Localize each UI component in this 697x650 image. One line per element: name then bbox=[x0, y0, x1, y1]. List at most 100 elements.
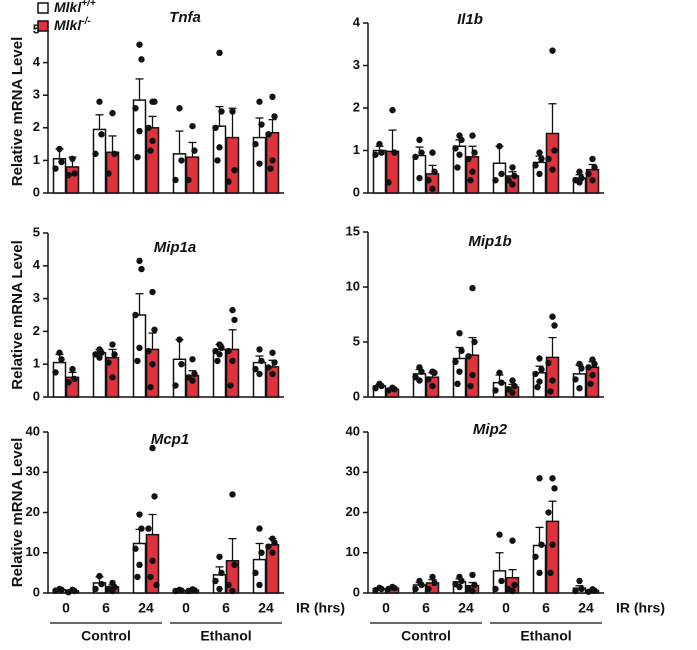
y-tick-label: 5 bbox=[353, 333, 360, 348]
data-point bbox=[469, 132, 476, 139]
data-point bbox=[176, 336, 183, 343]
data-point bbox=[492, 387, 499, 394]
error-bar bbox=[508, 569, 517, 578]
data-point bbox=[231, 316, 238, 324]
data-point bbox=[576, 179, 583, 186]
data-point bbox=[385, 585, 392, 593]
data-point bbox=[269, 370, 276, 378]
error-bar bbox=[548, 336, 557, 358]
legend-swatch bbox=[37, 20, 49, 32]
x-tick-label: 0 bbox=[182, 600, 190, 616]
data-point bbox=[492, 585, 499, 593]
y-tick-label: 0 bbox=[33, 584, 40, 599]
data-point bbox=[147, 147, 154, 154]
data-point bbox=[109, 109, 116, 117]
y-tick-label: 4 bbox=[33, 54, 41, 69]
legend-label: Mlkl+/+ bbox=[54, 0, 96, 15]
data-point bbox=[549, 166, 556, 173]
data-point bbox=[589, 155, 596, 163]
data-point bbox=[98, 349, 105, 356]
data-point bbox=[416, 377, 423, 384]
chart-title: Mip1b bbox=[468, 233, 511, 250]
data-point bbox=[229, 306, 236, 314]
data-point bbox=[265, 131, 272, 138]
data-point bbox=[225, 347, 232, 355]
data-point bbox=[536, 355, 543, 362]
data-point bbox=[551, 322, 558, 329]
bar bbox=[185, 156, 200, 194]
data-point bbox=[471, 149, 478, 156]
data-point bbox=[429, 573, 436, 581]
data-point bbox=[65, 588, 72, 596]
data-point bbox=[467, 177, 474, 184]
data-point bbox=[96, 98, 103, 105]
data-point bbox=[138, 525, 145, 532]
data-point bbox=[149, 361, 156, 368]
data-point bbox=[176, 105, 183, 112]
data-point bbox=[391, 149, 398, 156]
data-point bbox=[109, 341, 116, 348]
data-point bbox=[572, 587, 579, 595]
data-point bbox=[216, 585, 223, 593]
y-tick-label: 30 bbox=[26, 464, 40, 479]
data-point bbox=[585, 364, 592, 371]
chart-title: Mcp1 bbox=[151, 431, 189, 448]
data-point bbox=[96, 572, 103, 580]
data-point bbox=[271, 539, 278, 546]
data-point bbox=[52, 165, 59, 172]
data-point bbox=[229, 587, 236, 595]
data-point bbox=[576, 385, 583, 392]
data-point bbox=[391, 386, 398, 393]
data-point bbox=[178, 361, 185, 368]
data-point bbox=[52, 369, 59, 376]
data-point bbox=[536, 378, 543, 385]
data-point bbox=[136, 257, 143, 265]
data-point bbox=[549, 541, 556, 548]
data-point bbox=[136, 41, 143, 48]
y-tick-label: 1 bbox=[33, 356, 40, 371]
x-tick-label: 6 bbox=[102, 600, 110, 616]
data-point bbox=[589, 371, 596, 379]
data-point bbox=[378, 585, 385, 593]
x-tick-label: 6 bbox=[542, 600, 550, 616]
bar bbox=[412, 154, 427, 194]
data-point bbox=[71, 587, 78, 595]
data-point bbox=[134, 573, 141, 581]
data-point bbox=[505, 177, 512, 184]
y-tick-label: 2 bbox=[33, 119, 40, 134]
data-point bbox=[576, 577, 583, 585]
x-tick-label: 6 bbox=[222, 600, 230, 616]
data-point bbox=[587, 380, 594, 387]
y-axis-label: Relative mRNA Level bbox=[9, 438, 26, 588]
data-point bbox=[509, 389, 516, 396]
data-point bbox=[227, 382, 234, 389]
data-point bbox=[492, 177, 499, 184]
data-point bbox=[509, 537, 516, 544]
data-point bbox=[431, 579, 438, 587]
data-point bbox=[185, 176, 192, 184]
data-point bbox=[111, 351, 118, 358]
y-tick-label: 0 bbox=[353, 584, 360, 599]
y-tick-label: 3 bbox=[33, 290, 40, 305]
data-point bbox=[509, 164, 516, 171]
data-point bbox=[534, 383, 541, 391]
y-axis-label: Relative mRNA Level bbox=[9, 240, 26, 390]
error-bar bbox=[228, 538, 237, 561]
data-point bbox=[576, 168, 583, 175]
error-bar bbox=[548, 500, 557, 522]
data-point bbox=[71, 375, 78, 383]
data-point bbox=[538, 155, 545, 163]
legend-name: Mlkl bbox=[54, 0, 82, 15]
y-tick-label: 0 bbox=[353, 184, 360, 199]
data-point bbox=[452, 358, 459, 365]
y-tick-label: 40 bbox=[26, 423, 40, 438]
data-point bbox=[416, 136, 423, 144]
data-point bbox=[545, 509, 552, 516]
data-point bbox=[52, 587, 59, 594]
data-point bbox=[172, 587, 179, 595]
y-tick-label: 3 bbox=[353, 57, 360, 72]
y-tick-label: 10 bbox=[346, 278, 360, 293]
data-point bbox=[252, 569, 259, 577]
data-point bbox=[225, 581, 232, 589]
data-point bbox=[538, 541, 545, 548]
